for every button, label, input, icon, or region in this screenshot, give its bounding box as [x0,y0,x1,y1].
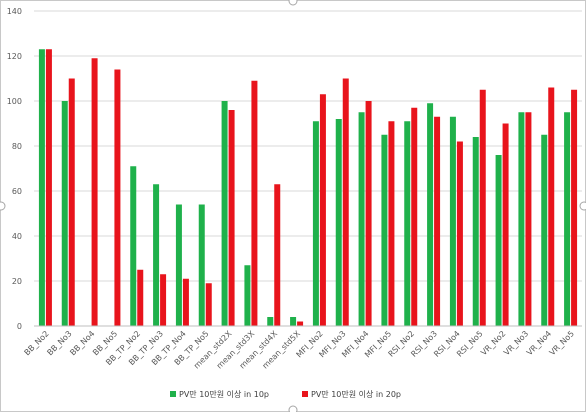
y-axis-tick-labels: 0 20 40 60 80 100 120 140 [7,7,22,331]
bar-10p-mean_std3X [244,265,251,326]
y-tick-label: 100 [7,97,22,106]
bar-20p-RSI_No5 [479,89,486,326]
bar-10p-RSI_No4 [449,116,456,326]
bar-10p-MFI_No2 [312,121,319,326]
bar-10p-BB_TP_No2 [130,166,137,326]
bar-10p-VR_No2 [495,155,502,326]
bar-20p-mean_std3X [251,80,258,326]
legend: PV만 10만원 이상 in 10p PV만 10만원 이상 in 20p [170,389,401,399]
bar-10p-mean_std2X [221,101,228,326]
bar-20p-BB_TP_No4 [182,278,189,326]
x-category-label: VR_No5 [548,329,576,357]
bar-20p-mean_std4X [274,184,281,326]
bar-10p-BB_TP_No4 [175,204,182,326]
bar-20p-BB_No5 [114,69,121,326]
bar-20p-MFI_No3 [342,78,349,326]
bar-10p-mean_std4X [267,317,274,326]
bar-10p-BB_TP_No5 [198,204,205,326]
bar-10p-RSI_No2 [404,121,411,326]
bar-10p-VR_No3 [518,112,525,326]
bar-10p-MFI_No5 [381,134,388,326]
legend-label: PV만 10만원 이상 in 10p [179,389,269,399]
bar-20p-BB_TP_No5 [205,283,212,326]
bar-20p-RSI_No2 [411,107,418,326]
resize-handle-top[interactable] [288,0,298,6]
bar-20p-mean_std5X [297,321,304,326]
y-tick-label: 60 [12,187,22,196]
resize-handle-right[interactable] [579,201,586,211]
bar-20p-VR_No2 [502,123,509,326]
bar-10p-BB_No3 [61,101,68,326]
bar-20p-BB_No4 [91,58,98,326]
bar-20p-RSI_No3 [434,116,441,326]
y-tick-label: 0 [17,322,22,331]
bar-10p-BB_No2 [38,49,45,326]
legend-swatch [302,391,308,397]
resize-handle-bottom[interactable] [288,405,298,412]
resize-handle-left[interactable] [0,201,6,211]
y-tick-label: 40 [12,232,22,241]
y-tick-label: 140 [7,7,22,16]
legend-label: PV만 10만원 이상 in 20p [311,389,401,399]
bar-20p-MFI_No4 [365,101,372,326]
bar-10p-MFI_No4 [358,112,365,326]
bar-10p-RSI_No3 [427,103,434,326]
bars [38,49,578,326]
y-tick-label: 80 [12,142,22,151]
bar-20p-BB_TP_No2 [137,269,144,326]
bar-20p-RSI_No4 [456,141,463,326]
bar-20p-VR_No4 [548,87,555,326]
bar-20p-BB_No3 [68,78,75,326]
bar-20p-mean_std2X [228,110,235,326]
bar-20p-BB_TP_No3 [160,274,167,326]
bar-10p-VR_No4 [541,134,548,326]
gridlines [34,10,582,282]
bar-10p-MFI_No3 [335,119,342,326]
x-axis-category-labels: BB_No2BB_No3BB_No4BB_No5BB_TP_No2BB_TP_N… [23,329,576,371]
bar-10p-VR_No5 [564,112,571,326]
bar-20p-VR_No3 [525,112,532,326]
y-tick-label: 120 [7,52,22,61]
bar-20p-MFI_No2 [319,94,326,326]
bar-10p-mean_std5X [290,317,297,326]
bar-10p-RSI_No5 [472,137,479,326]
legend-swatch [170,391,176,397]
y-tick-label: 20 [12,277,22,286]
bar-20p-MFI_No5 [388,121,395,326]
bar-20p-VR_No5 [571,89,578,326]
bar-10p-BB_TP_No3 [153,184,160,326]
bar-20p-BB_No2 [45,49,52,326]
